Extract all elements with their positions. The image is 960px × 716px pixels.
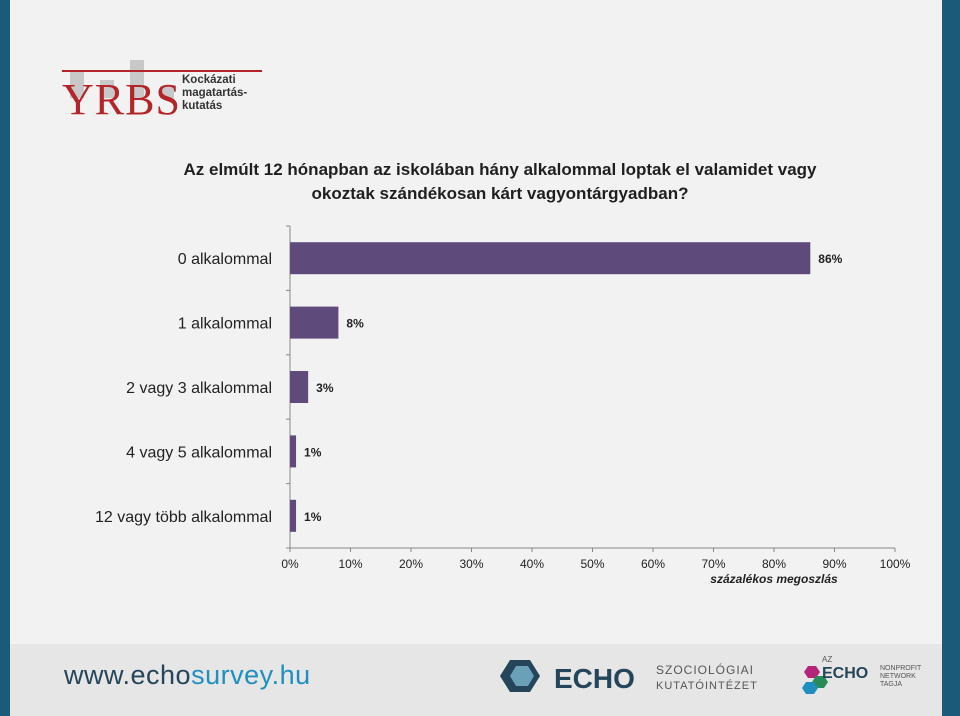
x-tick-label: 60% [641,557,665,571]
bar [290,499,297,532]
nonprofit-word: ECHO [822,665,868,682]
footer-bar [10,644,942,716]
data-label: 86% [818,252,842,266]
echo-logo-sub2: KUTATÓINTÉZET [656,679,758,692]
logo-subtitle: Kockázati magatartás-kutatás [182,74,248,112]
nonprofit-sub2: NETWORK [880,673,916,680]
x-tick-label: 50% [580,557,604,571]
category-label: 4 vagy 5 alkalommal [126,444,272,461]
nonprofit-sub3: TAGJA [880,681,902,688]
x-tick-label: 10% [338,557,362,571]
x-tick-label: 70% [701,557,725,571]
bar [290,242,811,275]
echo-logo-word: ECHO [554,663,635,694]
nonprofit-sub1: NONPROFIT [880,665,922,672]
logo-divider [62,70,262,72]
logo-text: YRBS [62,75,181,124]
x-tick-label: 20% [399,557,423,571]
nonprofit-az: AZ [822,655,832,664]
bar [290,371,309,403]
data-label: 1% [304,445,322,459]
echo-institute-logo: ECHO SZOCIOLÓGIAI KUTATÓINTÉZET [500,660,758,694]
echo-nonprofit-logo: AZ ECHO NONPROFIT NETWORK TAGJA [802,655,922,694]
x-tick-label: 0% [281,557,299,571]
hexagon-icon [804,666,820,678]
x-axis-label: százalékos megoszlás [710,572,838,586]
x-tick-label: 90% [822,557,846,571]
x-tick-label: 30% [459,557,483,571]
website-link[interactable]: www.echosurvey.hu [64,660,311,690]
x-tick-label: 80% [762,557,786,571]
bar [290,306,339,339]
slide-background [10,0,942,716]
category-label: 0 alkalommal [178,251,272,268]
category-label: 12 vagy több alkalommal [95,509,272,526]
x-tick-label: 100% [880,557,911,571]
category-label: 2 vagy 3 alkalommal [126,380,272,397]
echo-logo-sub1: SZOCIOLÓGIAI [656,662,754,677]
chart-title: Az elmúlt 12 hónapban az iskolában hány … [183,160,817,203]
x-tick-label: 40% [520,557,544,571]
yrbs-logo: YRBS Kockázati magatartás-kutatás [62,30,262,124]
data-label: 8% [346,317,364,331]
bar [290,435,297,468]
category-label: 1 alkalommal [178,316,272,333]
data-label: 3% [316,381,334,395]
data-label: 1% [304,510,322,524]
